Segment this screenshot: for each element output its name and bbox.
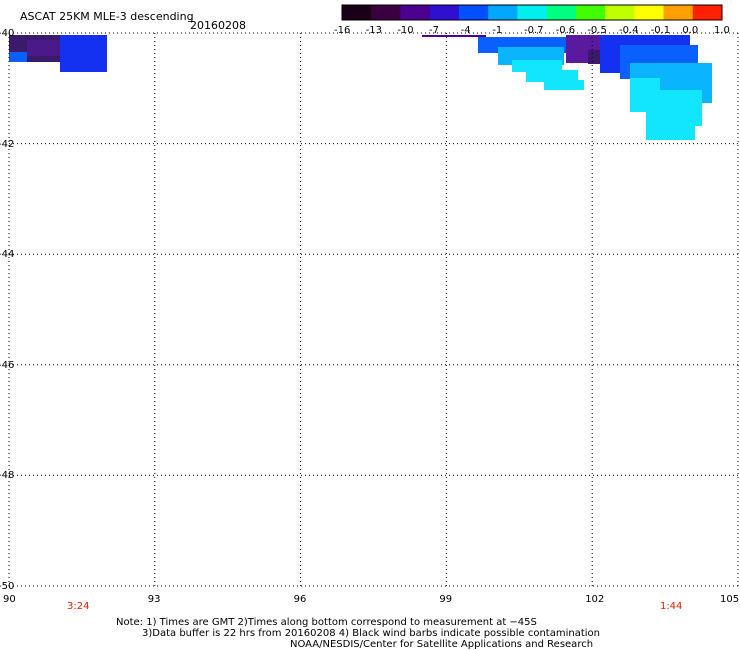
data-cell [526,70,578,82]
colorbar-tick-label: -7 [429,25,439,36]
colorbar [341,4,723,21]
note-line-1: Note: 1) Times are GMT 2)Times along bot… [116,617,537,628]
data-cell [512,60,562,72]
x-tick-label: 99 [439,594,453,605]
colorbar-segment [342,5,372,20]
colorbar-tick-label: -0.6 [555,25,576,36]
colorbar-border [341,4,723,21]
colorbar-tick-label: 1.0 [714,25,730,36]
colorbar-segment [517,5,548,20]
colorbar-segment [371,5,401,20]
colorbar-tick-label: -0.7 [524,25,544,36]
y-tick-label: -48 [0,470,15,482]
y-tick-label: -46 [0,359,15,371]
colorbar-segment [634,5,665,20]
colorbar-tick-label: -0.4 [619,25,639,36]
colorbar-segment [605,5,635,20]
colorbar-tick-label: -0.5 [587,25,607,36]
colorbar-tick-label: -13 [365,25,382,36]
colorbar-tick-label: -16 [334,25,351,36]
lat-lon-grid [8,32,739,587]
colorbar-segment [575,5,606,20]
colorbar-segment [458,5,489,20]
x-tick-label: 96 [293,594,307,605]
colorbar-segment [546,5,577,20]
y-tick-label: -50 [0,581,15,592]
note-line-3: NOAA/NESDIS/Center for Satellite Applica… [290,639,594,650]
y-tick-label: -44 [0,249,15,261]
x-tick-label: 90 [3,594,16,605]
colorbar-tick-label: -10 [397,25,414,36]
data-cell [646,112,695,140]
colorbar-tick-label: -4 [460,25,471,36]
map-title: ASCAT 25KM MLE-3 descending [20,10,194,23]
wind-data-cells [9,35,712,140]
x-tick-label: 93 [147,594,161,605]
colorbar-segment [663,5,694,20]
data-cell [544,80,584,90]
colorbar-segment [400,5,431,20]
colorbar-segment [429,5,460,20]
note-line-2: 3)Data buffer is 22 hrs from 20160208 4)… [142,628,600,639]
colorbar-tick-label: -1 [492,25,503,36]
colorbar-tick-label: -0.1 [650,25,671,36]
colorbar-segment [488,5,518,20]
x-tick-label: 102 [585,594,605,605]
map-date: 20160208 [190,19,246,32]
y-tick-label: -42 [0,138,15,150]
colorbar-segment [692,5,723,20]
colorbar-tick-label: 0.0 [682,25,699,36]
pass-time-label: 1:44 [659,601,683,612]
data-cell [60,35,107,72]
data-cell [9,52,27,62]
y-tick-label: -40 [0,28,15,39]
x-tick-label: 105 [720,594,740,605]
data-cell [27,40,63,56]
pass-time-label: 3:24 [67,601,90,612]
data-cell [422,35,486,37]
